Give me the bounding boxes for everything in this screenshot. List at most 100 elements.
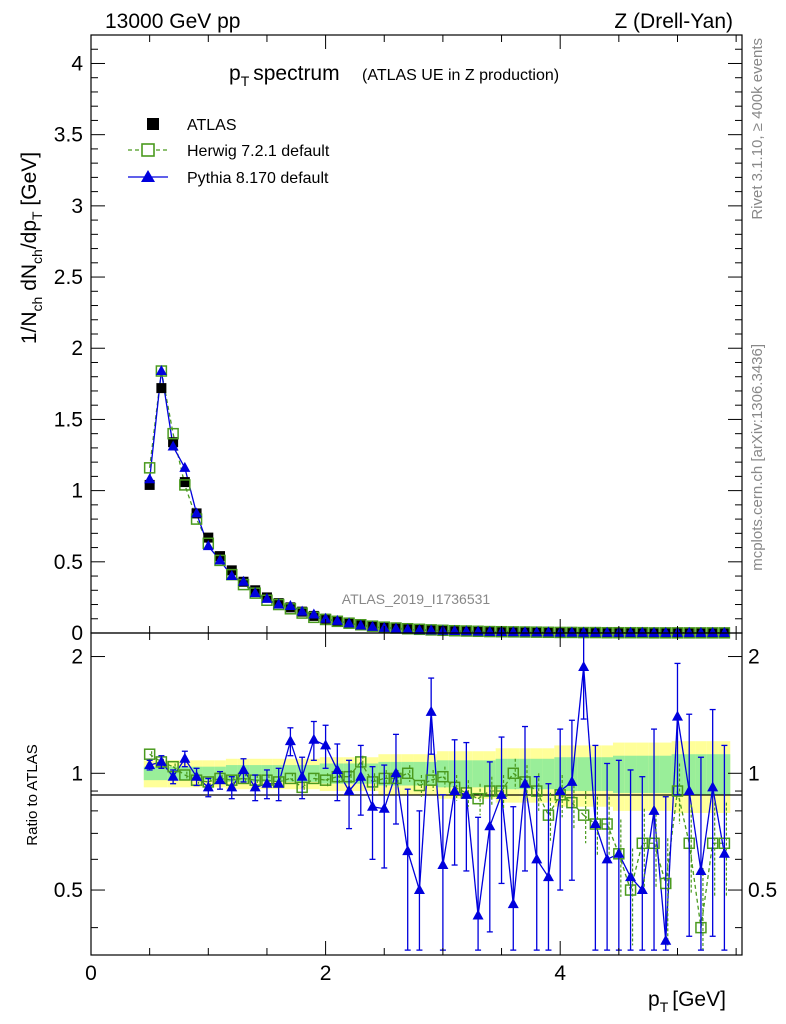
pythia-ratio-line bbox=[442, 790, 456, 866]
pythia-point bbox=[718, 626, 730, 637]
atlas-point bbox=[144, 479, 155, 490]
ratio-ytick-label: 1 bbox=[71, 762, 83, 785]
pythia-point bbox=[695, 626, 707, 637]
pythia-ratio-point bbox=[191, 770, 203, 781]
pythia-ratio-point bbox=[343, 785, 355, 796]
pythia-point bbox=[331, 614, 343, 625]
herwig-ratio-point bbox=[413, 779, 426, 792]
main-ytick-label: 1.5 bbox=[54, 408, 83, 431]
herwig-ratio-line bbox=[629, 843, 643, 891]
pythia-ratio-point bbox=[226, 781, 238, 792]
pythia-ratio-line bbox=[512, 783, 526, 905]
ratio-band-inner bbox=[530, 758, 543, 790]
x-tick-label: 0 bbox=[85, 962, 97, 985]
pythia-ratio-line bbox=[289, 740, 303, 777]
pythia-point bbox=[179, 461, 191, 472]
pythia-ratio-point bbox=[589, 818, 601, 829]
pythia-ratio-point bbox=[671, 710, 683, 721]
pythia-ratio-line bbox=[653, 810, 667, 941]
pythia-point bbox=[214, 554, 226, 565]
pythia-ratio-line bbox=[700, 787, 714, 872]
pythia-ratio-point bbox=[179, 752, 191, 763]
legend-marker-pythia bbox=[141, 170, 155, 182]
pythia-point bbox=[284, 599, 296, 610]
pythia-point bbox=[507, 626, 519, 637]
pythia-point bbox=[308, 608, 320, 619]
ratio-band-inner bbox=[437, 760, 449, 788]
pythia-ratio-point bbox=[402, 845, 414, 856]
pythia-ratio-point bbox=[531, 853, 543, 864]
pythia-ratio-point bbox=[648, 804, 660, 815]
herwig-ratio-line bbox=[500, 772, 514, 792]
ratio-ylabel: Ratio to ATLAS bbox=[24, 744, 41, 845]
pythia-point bbox=[367, 620, 379, 631]
pythia-point bbox=[320, 612, 332, 623]
ratio-band-inner bbox=[202, 766, 215, 781]
pythia-ratio-line bbox=[301, 739, 315, 777]
pythia-point bbox=[566, 626, 578, 637]
ratio-band-inner bbox=[636, 755, 649, 793]
pythia-ratio-point bbox=[472, 909, 484, 920]
pythia-point bbox=[296, 605, 308, 616]
legend-label-atlas: ATLAS bbox=[187, 117, 237, 134]
herwig-ratio-line bbox=[477, 790, 491, 800]
ratio-band-inner bbox=[225, 765, 238, 782]
pythia-ratio-line bbox=[583, 666, 597, 825]
pythia-ratio-point bbox=[484, 820, 496, 831]
pythia-ratio-point bbox=[695, 864, 707, 875]
ratio-band-inner bbox=[413, 761, 426, 786]
pythia-ratio-point bbox=[296, 770, 308, 781]
atlas-point bbox=[179, 477, 190, 488]
pythia-point bbox=[237, 575, 249, 586]
herwig-ratio-line bbox=[172, 766, 186, 776]
legend: ATLAS Herwig 7.2.1 default Pythia 8.170 … bbox=[128, 117, 330, 187]
herwig-ratio-point bbox=[319, 774, 332, 786]
pythia-point bbox=[578, 626, 590, 637]
pythia-ratio-point bbox=[707, 781, 719, 792]
main-ytick-label: 2.5 bbox=[54, 266, 83, 289]
main-ytick-label: 2 bbox=[71, 337, 83, 360]
pythia-point bbox=[542, 626, 554, 637]
pythia-ratio-point bbox=[237, 763, 249, 774]
pythia-ratio-point bbox=[155, 755, 167, 766]
pythia-ratio-line bbox=[383, 773, 397, 809]
pythia-point bbox=[273, 598, 285, 609]
pythia-ratio-point bbox=[413, 884, 425, 895]
pythia-ratio-line bbox=[547, 790, 561, 878]
x-tick-label: 4 bbox=[554, 962, 566, 985]
pythia-point bbox=[531, 626, 543, 637]
main-ytick-label: 0 bbox=[71, 622, 83, 645]
pythia-point bbox=[355, 619, 367, 630]
pythia-ratio-point bbox=[355, 770, 367, 781]
pythia-ratio-line bbox=[489, 794, 503, 827]
ratio-band-inner bbox=[425, 761, 438, 786]
pythia-ratio-point bbox=[261, 777, 273, 788]
herwig-ratio-line bbox=[231, 777, 244, 781]
legend-marker-herwig bbox=[141, 143, 155, 157]
herwig-ratio-line bbox=[419, 779, 432, 787]
herwig-ratio-point bbox=[425, 774, 437, 786]
pythia-point bbox=[261, 592, 273, 603]
herwig-ratio-point bbox=[179, 769, 191, 781]
x-tick-label: 2 bbox=[320, 962, 332, 985]
ratio-band-inner bbox=[155, 766, 168, 781]
pythia-ratio-line bbox=[360, 776, 374, 807]
x-axis-label: pT [GeV] bbox=[648, 988, 726, 1015]
pythia-ratio-line bbox=[594, 823, 608, 860]
pythia-point bbox=[683, 626, 695, 637]
pythia-ratio-point bbox=[378, 802, 390, 813]
herwig-ratio-line bbox=[301, 777, 315, 788]
pythia-point bbox=[625, 626, 637, 637]
main-ytick-label: 0.5 bbox=[54, 551, 83, 574]
herwig-ratio-line bbox=[536, 790, 550, 816]
main-subtitle: (ATLAS UE in Z production) bbox=[362, 67, 559, 84]
main-ylabel: 1/Nch dNch/dpT [GeV] bbox=[18, 152, 45, 344]
pythia-ratio-point bbox=[331, 763, 343, 774]
herwig-ratio-point bbox=[401, 767, 414, 780]
herwig-ratio-line bbox=[606, 823, 620, 855]
pythia-ratio-line bbox=[641, 810, 655, 891]
header-left: 13000 GeV pp bbox=[105, 10, 240, 33]
main-title: pT spectrum bbox=[229, 62, 340, 89]
pythia-point bbox=[144, 473, 156, 484]
pythia-ratio-line bbox=[325, 745, 338, 771]
